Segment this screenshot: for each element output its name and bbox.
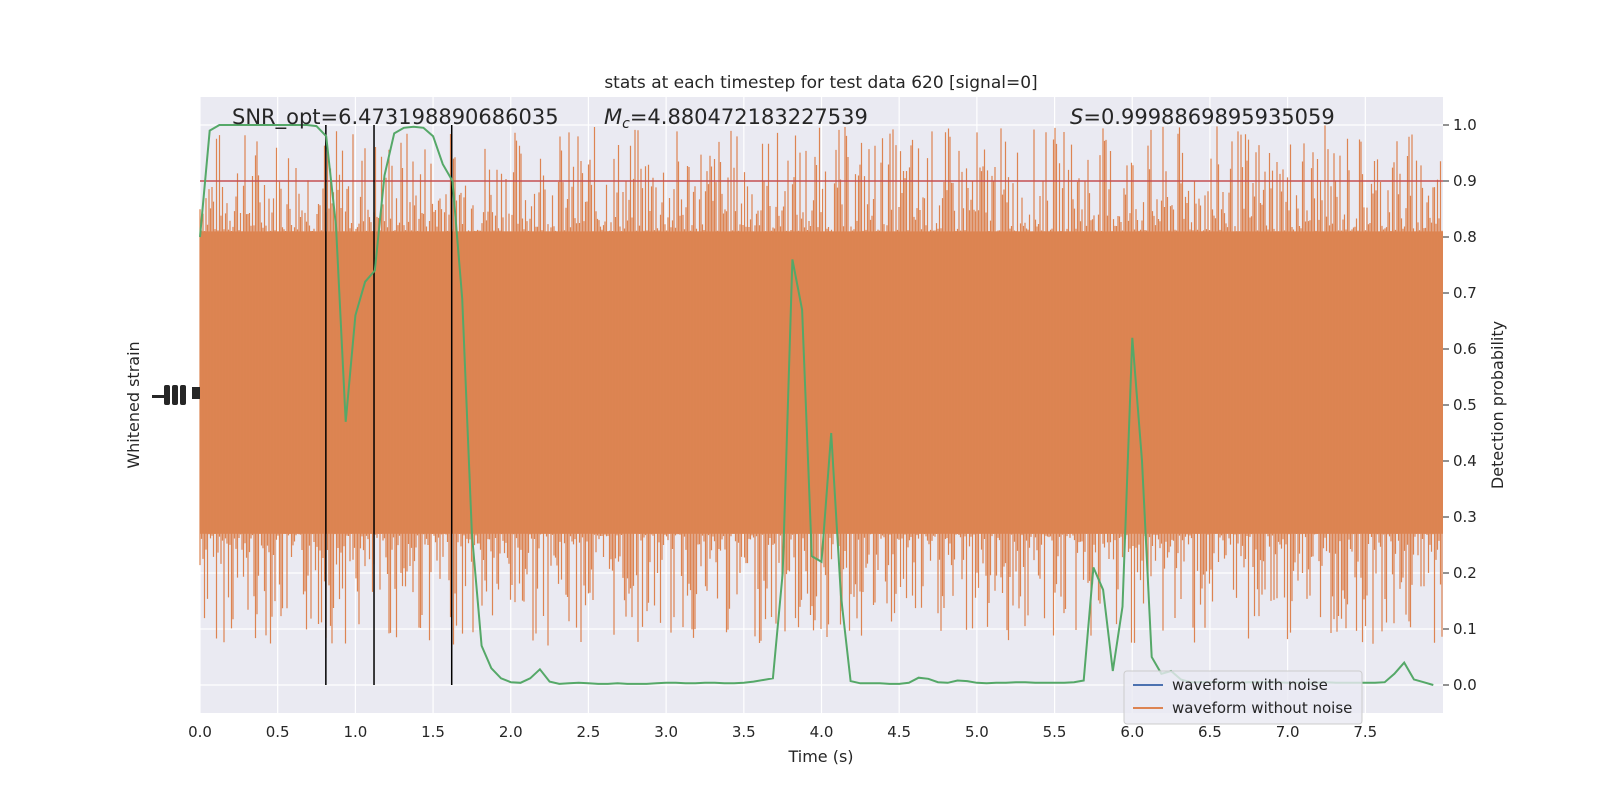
chirp-mass-value: =4.880472183227539 [630, 105, 868, 129]
y-tick-label: 0.5 [1453, 396, 1477, 414]
detection-markers [325, 125, 453, 685]
legend-label-without-noise: waveform without noise [1172, 699, 1352, 717]
series-waveform-without-noise [199, 125, 1443, 646]
s-value: =0.9998869895935059 [1083, 105, 1334, 129]
x-tick-label: 0.0 [188, 723, 212, 741]
chirp-mass-annotation: Mc=4.880472183227539 [604, 105, 868, 132]
s-symbol: S [1070, 105, 1083, 129]
y-tick-label: 0.0 [1453, 676, 1477, 694]
legend: waveform with noise waveform without noi… [1123, 670, 1363, 725]
y-tick-label: 0.1 [1453, 620, 1477, 638]
y-tick-label: 1.0 [1453, 116, 1477, 134]
legend-box [1123, 670, 1363, 725]
chart-title: stats at each timestep for test data 620… [604, 73, 1037, 93]
x-axis-ticks: 0.0 0.5 1.0 1.5 2.0 2.5 3.0 3.5 4.0 4.5 5.0 5.5 6.0 6… [188, 723, 1377, 741]
chirp-mass-subscript: c [622, 116, 630, 132]
x-tick-label: 2.0 [499, 723, 523, 741]
x-tick-label: 5.5 [1043, 723, 1067, 741]
x-axis-label: Time (s) [787, 747, 853, 766]
x-tick-label: 3.0 [654, 723, 678, 741]
y-tick-label: 0.7 [1453, 284, 1477, 302]
y-tick-label: 0.8 [1453, 228, 1477, 246]
x-tick-label: 4.0 [810, 723, 834, 741]
y-right-axis-label: Detection probability [1488, 321, 1507, 489]
x-tick-label: 1.0 [343, 723, 367, 741]
legend-label-with-noise: waveform with noise [1172, 676, 1328, 694]
x-tick-label: 3.5 [732, 723, 756, 741]
y-tick-label: 0.4 [1453, 452, 1477, 470]
x-tick-label: 5.0 [965, 723, 989, 741]
x-tick-label: 6.5 [1198, 723, 1222, 741]
y-left-axis-label: Whitened strain [124, 341, 143, 468]
x-tick-label: 2.5 [577, 723, 601, 741]
y-right-axis-ticks: 0.0 0.1 0.2 0.3 0.4 0.5 0.6 0.7 0.8 0.9 1.0 [1443, 116, 1477, 694]
y-tick-label: 0.9 [1453, 172, 1477, 190]
y-tick-label: 0.3 [1453, 508, 1477, 526]
x-tick-label: 1.5 [421, 723, 445, 741]
y-tick-label: 0.6 [1453, 340, 1477, 358]
left-axis-tick-blob [152, 385, 200, 405]
y-tick-label: 0.2 [1453, 564, 1477, 582]
x-tick-label: 7.0 [1276, 723, 1300, 741]
x-tick-label: 0.5 [266, 723, 290, 741]
x-tick-label: 6.0 [1120, 723, 1144, 741]
x-tick-label: 7.5 [1353, 723, 1377, 741]
snr-annotation: SNR_opt=6.473198890686035 [232, 105, 559, 130]
chirp-mass-symbol: M [604, 105, 622, 129]
x-tick-label: 4.5 [887, 723, 911, 741]
s-annotation: S=0.9998869895935059 [1070, 105, 1335, 129]
